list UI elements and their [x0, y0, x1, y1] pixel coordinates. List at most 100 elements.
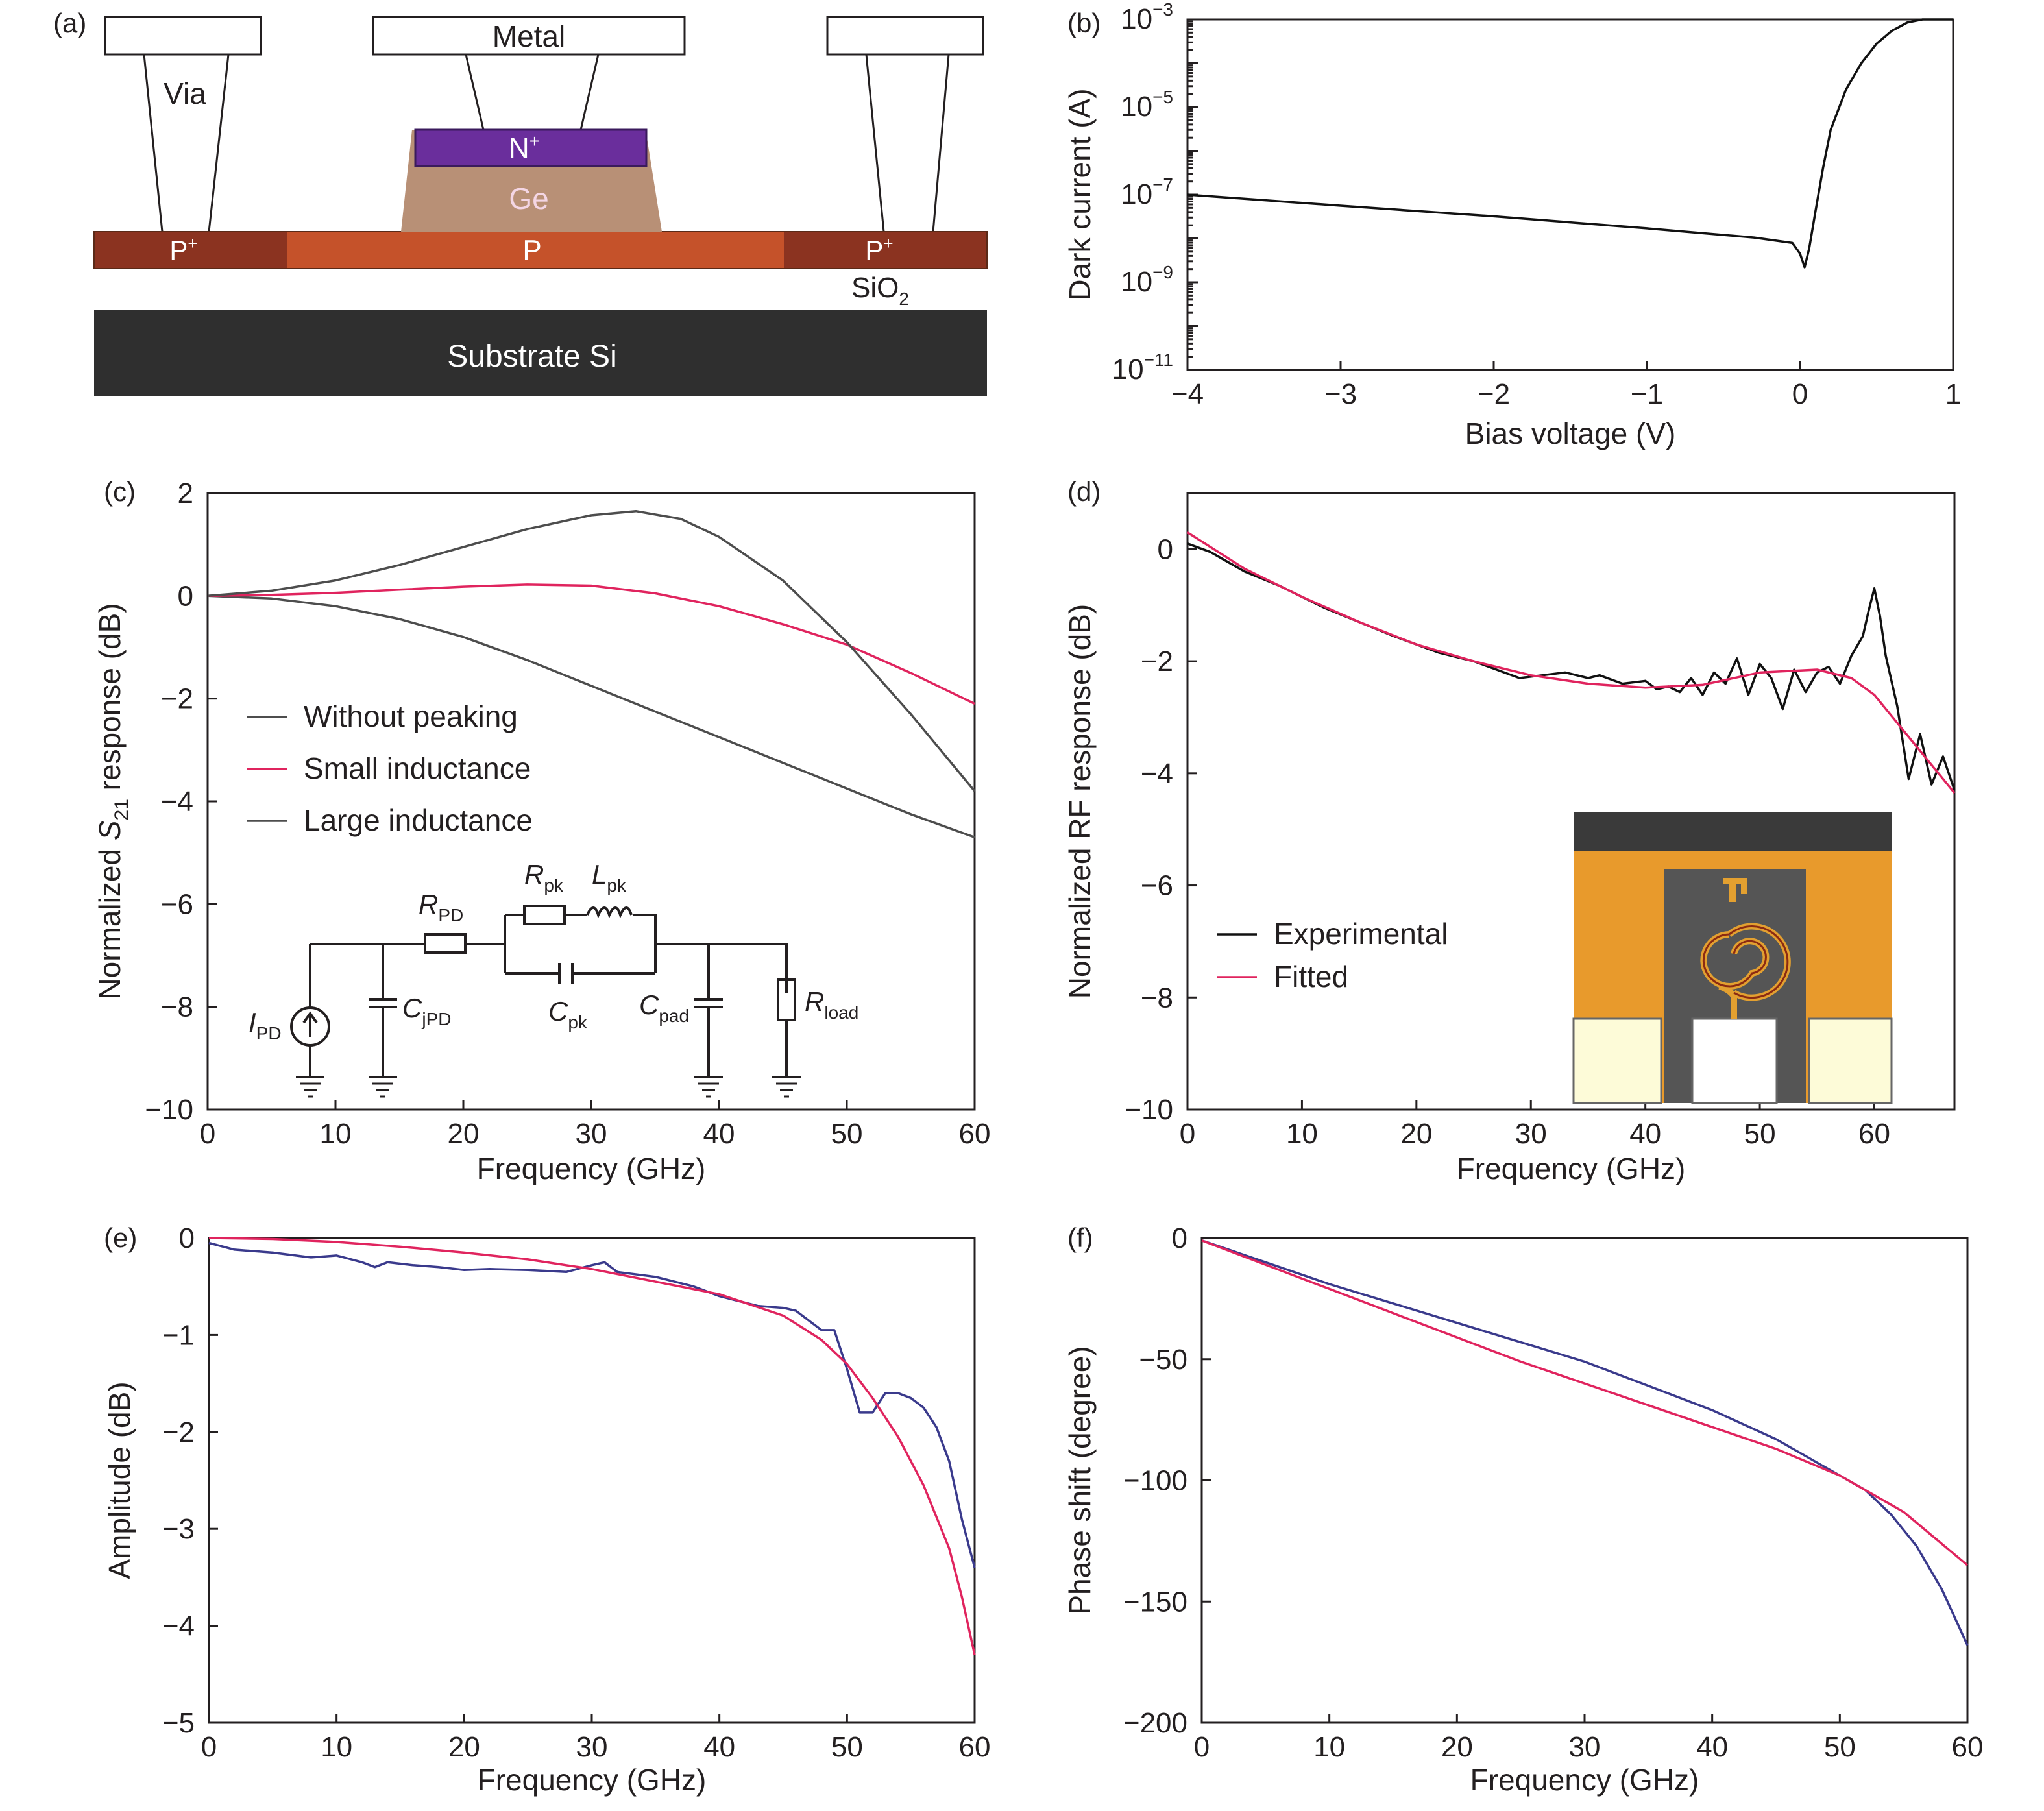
lpk-inductor-icon [586, 906, 633, 919]
x-tick-label: −4 [1171, 378, 1204, 410]
x-tick-label: −2 [1478, 378, 1510, 410]
y-tick-label: 10−3 [1121, 0, 1173, 35]
y-tick-label: 10−9 [1121, 262, 1173, 298]
panel-c: (c) 0 10 20 30 40 50 6020−2−4−6−8−10Frequency … [93, 476, 990, 1185]
y-axis-label: Dark current (A) [1063, 88, 1097, 300]
rpd-label: RPD [419, 889, 463, 925]
panel-a-label: (a) [53, 8, 86, 38]
y-tick-label: −10 [1125, 1094, 1173, 1126]
metal-label: Metal [493, 19, 565, 53]
x-tick-label: 0 [1194, 1731, 1210, 1763]
y-tick-label: −2 [162, 1416, 195, 1448]
x-tick-label: 0 [200, 1118, 215, 1150]
legend-label: Without peaking [304, 699, 518, 733]
x-axis-label: Bias voltage (V) [1465, 417, 1676, 450]
panel-b-label: (b) [1067, 8, 1101, 38]
plot-frame [1200, 1237, 1969, 1724]
x-tick-label: 10 [1313, 1731, 1345, 1763]
lpk-label: Lpk [592, 859, 627, 895]
y-tick-label: −150 [1123, 1586, 1187, 1618]
x-tick-label: 10 [320, 1118, 352, 1150]
cpad-capacitor-icon [694, 944, 723, 1077]
x-tick-label: 50 [1824, 1731, 1856, 1763]
panel-a: (a) Metal Via N+ Ge P P+ P+ SiO2 Substra… [53, 8, 988, 396]
panel-d: (d) 0 10 20 30 40 50 60 0 −2 −4 −6 −8 −10 Frequency (… [1063, 476, 1956, 1185]
dark-current-chart: −4 −3 −2 −1 0 1 10−3 10−5 10−7 10−9 10−11 Bias volt… [1063, 0, 1961, 450]
x-axis-label: Frequency (GHz) [1457, 1152, 1686, 1185]
series-group [1201, 1239, 1969, 1646]
x-tick-label: 20 [1400, 1118, 1432, 1150]
x-tick-label: 60 [959, 1118, 991, 1150]
cjpd-capacitor-icon [369, 944, 397, 1077]
x-tick-label: 20 [448, 1118, 480, 1150]
x-axis-label: Frequency (GHz) [477, 1152, 706, 1185]
cpk-capacitor-icon [558, 963, 574, 984]
right-via [865, 54, 950, 232]
p-plus-left-region [94, 232, 287, 269]
y-tick-label: −50 [1139, 1344, 1187, 1376]
plot-frame [1186, 492, 1956, 1111]
y-tick-label: 10−5 [1121, 87, 1173, 123]
n-plus-region [414, 128, 648, 167]
series-group [1187, 531, 1956, 794]
x-tick-label: 40 [1696, 1731, 1728, 1763]
p-label: P [522, 234, 541, 266]
x-tick-label: 50 [1744, 1118, 1776, 1150]
y-tick-label: 10−7 [1121, 175, 1173, 210]
series-line-0 [207, 594, 975, 839]
y-tick-label: −1 [162, 1319, 195, 1351]
center-via [465, 54, 600, 130]
ipd-label: IPD [249, 1007, 282, 1043]
series-line-0 [1201, 1239, 1969, 1646]
x-tick-label: 60 [959, 1731, 991, 1763]
panel-d-label: (d) [1067, 476, 1101, 507]
x-tick-label: 30 [1515, 1118, 1547, 1150]
panel-e-label: (e) [104, 1222, 137, 1253]
y-tick-label: −6 [1141, 870, 1173, 902]
amplitude-chart: 0 10 20 30 40 50 60 0 −1 −2 −3 −4 −5 Frequency (GHz) A… [103, 1222, 990, 1797]
panel-f: (f) 0 10 20 30 40 50 60 0 −50 −100 −150 −200 Frequen… [1063, 1222, 1983, 1797]
legend-label: Experimental [1274, 917, 1448, 951]
circuit-labels: IPD CjPD RPD Rpk Lpk Cpk Cpad Rload [249, 859, 858, 1043]
y-tick-label: −8 [161, 991, 193, 1023]
ge-label: Ge [509, 182, 548, 215]
y-axis-label: Normalized S21 response (dB) [93, 603, 132, 999]
rpk-resistor-icon [523, 905, 566, 925]
x-tick-label: 20 [448, 1731, 480, 1763]
left-metal-pad [104, 16, 262, 56]
ground-icon [296, 1076, 801, 1098]
series-line-1 [207, 583, 975, 705]
series-line-0 [208, 1241, 976, 1568]
cpad-label: Cpad [639, 990, 689, 1026]
n-plus-label: N+ [509, 131, 540, 164]
x-tick-label: 40 [1629, 1118, 1661, 1150]
x-tick-label: 20 [1441, 1731, 1473, 1763]
y-tick-label: −3 [162, 1513, 195, 1545]
x-axis-label: Frequency (GHz) [1470, 1763, 1699, 1797]
x-tick-label: 50 [831, 1731, 863, 1763]
inset-micrograph [1572, 812, 1893, 1104]
cpk-label: Cpk [548, 996, 588, 1032]
p-plus-right-label: P+ [865, 234, 893, 265]
plot-frame [208, 1237, 976, 1724]
cjpd-label: CjPD [402, 993, 451, 1029]
left-via [143, 54, 230, 232]
via-label: Via [164, 77, 206, 110]
series-group [208, 1237, 976, 1655]
x-tick-label: −3 [1324, 378, 1357, 410]
y-tick-label: −6 [161, 888, 193, 920]
y-tick-label: −5 [162, 1707, 195, 1739]
x-tick-label: 10 [1286, 1118, 1318, 1150]
x-tick-label: 40 [703, 1731, 735, 1763]
y-axis-label: Phase shift (degree) [1063, 1346, 1097, 1614]
rf-response-chart: 0 10 20 30 40 50 60 0 −2 −4 −6 −8 −10 Frequency (GHz)… [1063, 492, 1956, 1185]
equivalent-circuit [290, 905, 801, 1098]
panel-c-label: (c) [104, 476, 136, 507]
y-tick-label: −2 [1141, 646, 1173, 677]
substrate-label: Substrate Si [447, 339, 616, 374]
center-metal-pad [372, 16, 686, 56]
rpk-label: Rpk [524, 859, 564, 895]
y-tick-label: −200 [1123, 1707, 1187, 1739]
